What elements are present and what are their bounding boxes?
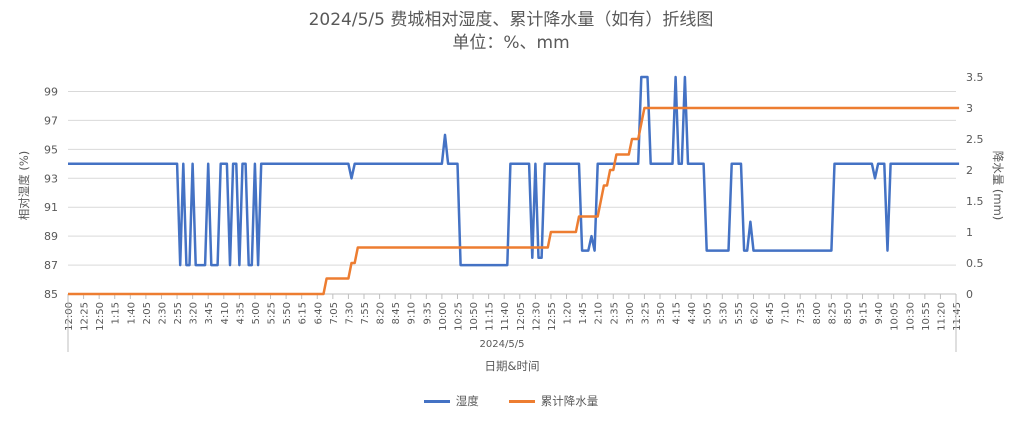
x-tick-label: 8:45	[391, 302, 402, 324]
y-axis-title-left: 相对湿度 (%)	[17, 151, 31, 221]
x-tick-label: 1:40	[126, 302, 137, 324]
y-tick-right: 1.5	[966, 195, 984, 208]
x-tick-label: 6:40	[313, 302, 324, 324]
x-tick-label: 8:50	[843, 302, 854, 324]
x-tick-label: 2:05	[142, 302, 153, 324]
x-tick-label: 11:15	[485, 302, 496, 331]
x-tick-label: 12:05	[516, 302, 527, 331]
x-tick-label: 3:45	[204, 302, 215, 324]
x-tick-label: 7:35	[796, 302, 807, 324]
legend: 湿度 累计降水量	[0, 393, 1022, 409]
y-tick-right: 1	[966, 226, 973, 239]
legend-swatch-humidity	[423, 399, 450, 403]
series-line-rain	[68, 106, 960, 296]
series-line-humidity	[68, 75, 960, 267]
x-tick-label: 7:10	[781, 302, 792, 324]
x-tick-label: 12:55	[547, 302, 558, 331]
y-tick-left: 85	[44, 288, 58, 301]
y-tick-right: 0	[966, 288, 973, 301]
x-tick-label: 7:55	[360, 302, 371, 324]
x-tick-label: 9:10	[407, 302, 418, 324]
legend-item-rain: 累计降水量	[508, 393, 599, 409]
legend-swatch-rain	[508, 399, 535, 403]
x-tick-label: 4:10	[220, 302, 231, 324]
x-tick-label: 6:20	[749, 302, 760, 324]
x-tick-label: 5:30	[718, 302, 729, 324]
x-date-label: 2024/5/5	[480, 339, 525, 350]
x-tick-label: 10:55	[921, 302, 932, 331]
x-tick-label: 11:40	[500, 302, 511, 331]
x-tick-label: 4:40	[687, 302, 698, 324]
y-tick-right: 2	[966, 164, 973, 177]
legend-label-rain: 累计降水量	[540, 394, 599, 408]
x-tick-label: 3:20	[189, 302, 200, 324]
y-tick-left: 89	[44, 230, 58, 243]
x-tick-label: 11:45	[952, 302, 963, 331]
x-tick-label: 10:05	[890, 302, 901, 331]
x-tick-label: 8:00	[812, 302, 823, 324]
x-tick-label: 5:55	[734, 302, 745, 324]
x-tick-label: 10:30	[905, 302, 916, 331]
x-tick-label: 6:45	[765, 302, 776, 324]
x-tick-label: 2:35	[609, 302, 620, 324]
x-tick-label: 7:05	[329, 302, 340, 324]
x-tick-label: 10:25	[453, 302, 464, 331]
x-tick-label: 1:20	[563, 302, 574, 324]
x-tick-label: 5:50	[282, 302, 293, 324]
y-tick-left: 93	[44, 172, 58, 185]
y-tick-right: 3	[966, 102, 973, 115]
x-tick-label: 5:25	[267, 302, 278, 324]
x-tick-label: 1:45	[578, 302, 589, 324]
chart-title-block: 2024/5/5 费城相对湿度、累计降水量（如有）折线图 单位：%、mm	[0, 9, 1022, 55]
y-tick-right: 0.5	[966, 257, 984, 270]
x-tick-label: 1:15	[111, 302, 122, 324]
x-tick-label: 10:50	[469, 302, 480, 331]
y-tick-left: 99	[44, 85, 58, 98]
x-tick-label: 8:20	[376, 302, 387, 324]
x-tick-label: 12:30	[531, 302, 542, 331]
x-tick-label: 10:00	[438, 302, 449, 331]
y-axis-title-right: 降水量 (mm)	[991, 151, 1005, 221]
x-tick-label: 9:35	[422, 302, 433, 324]
y-tick-left: 97	[44, 114, 58, 127]
chart-subtitle: 单位：%、mm	[452, 33, 570, 53]
y-tick-left: 87	[44, 259, 58, 272]
x-tick-label: 12:25	[80, 302, 91, 331]
y-tick-left: 91	[44, 201, 58, 214]
x-tick-label: 5:05	[703, 302, 714, 324]
x-tick-label: 4:15	[672, 302, 683, 324]
x-tick-label: 2:30	[157, 302, 168, 324]
chart-title: 2024/5/5 费城相对湿度、累计降水量（如有）折线图	[308, 10, 714, 30]
x-tick-label: 2:10	[594, 302, 605, 324]
x-tick-label: 6:15	[298, 302, 309, 324]
x-tick-label: 3:50	[656, 302, 667, 324]
x-tick-label: 4:35	[235, 302, 246, 324]
x-tick-label: 11:20	[936, 302, 947, 331]
x-tick-label: 8:25	[827, 302, 838, 324]
legend-label-humidity: 湿度	[455, 394, 479, 408]
x-tick-label: 3:00	[625, 302, 636, 324]
x-tick-label: 9:15	[859, 302, 870, 324]
y-tick-left: 95	[44, 143, 58, 156]
legend-item-humidity: 湿度	[423, 393, 479, 409]
y-tick-right: 3.5	[966, 71, 984, 84]
x-tick-label: 7:30	[344, 302, 355, 324]
x-tick-label: 12:00	[64, 302, 75, 331]
y-tick-right: 2.5	[966, 133, 984, 146]
x-tick-label: 3:25	[640, 302, 651, 324]
x-tick-label: 2:55	[173, 302, 184, 324]
x-tick-label: 12:50	[95, 302, 106, 331]
x-tick-label: 9:40	[874, 302, 885, 324]
x-axis-title: 日期&时间	[485, 359, 540, 373]
x-tick-label: 5:00	[251, 302, 262, 324]
